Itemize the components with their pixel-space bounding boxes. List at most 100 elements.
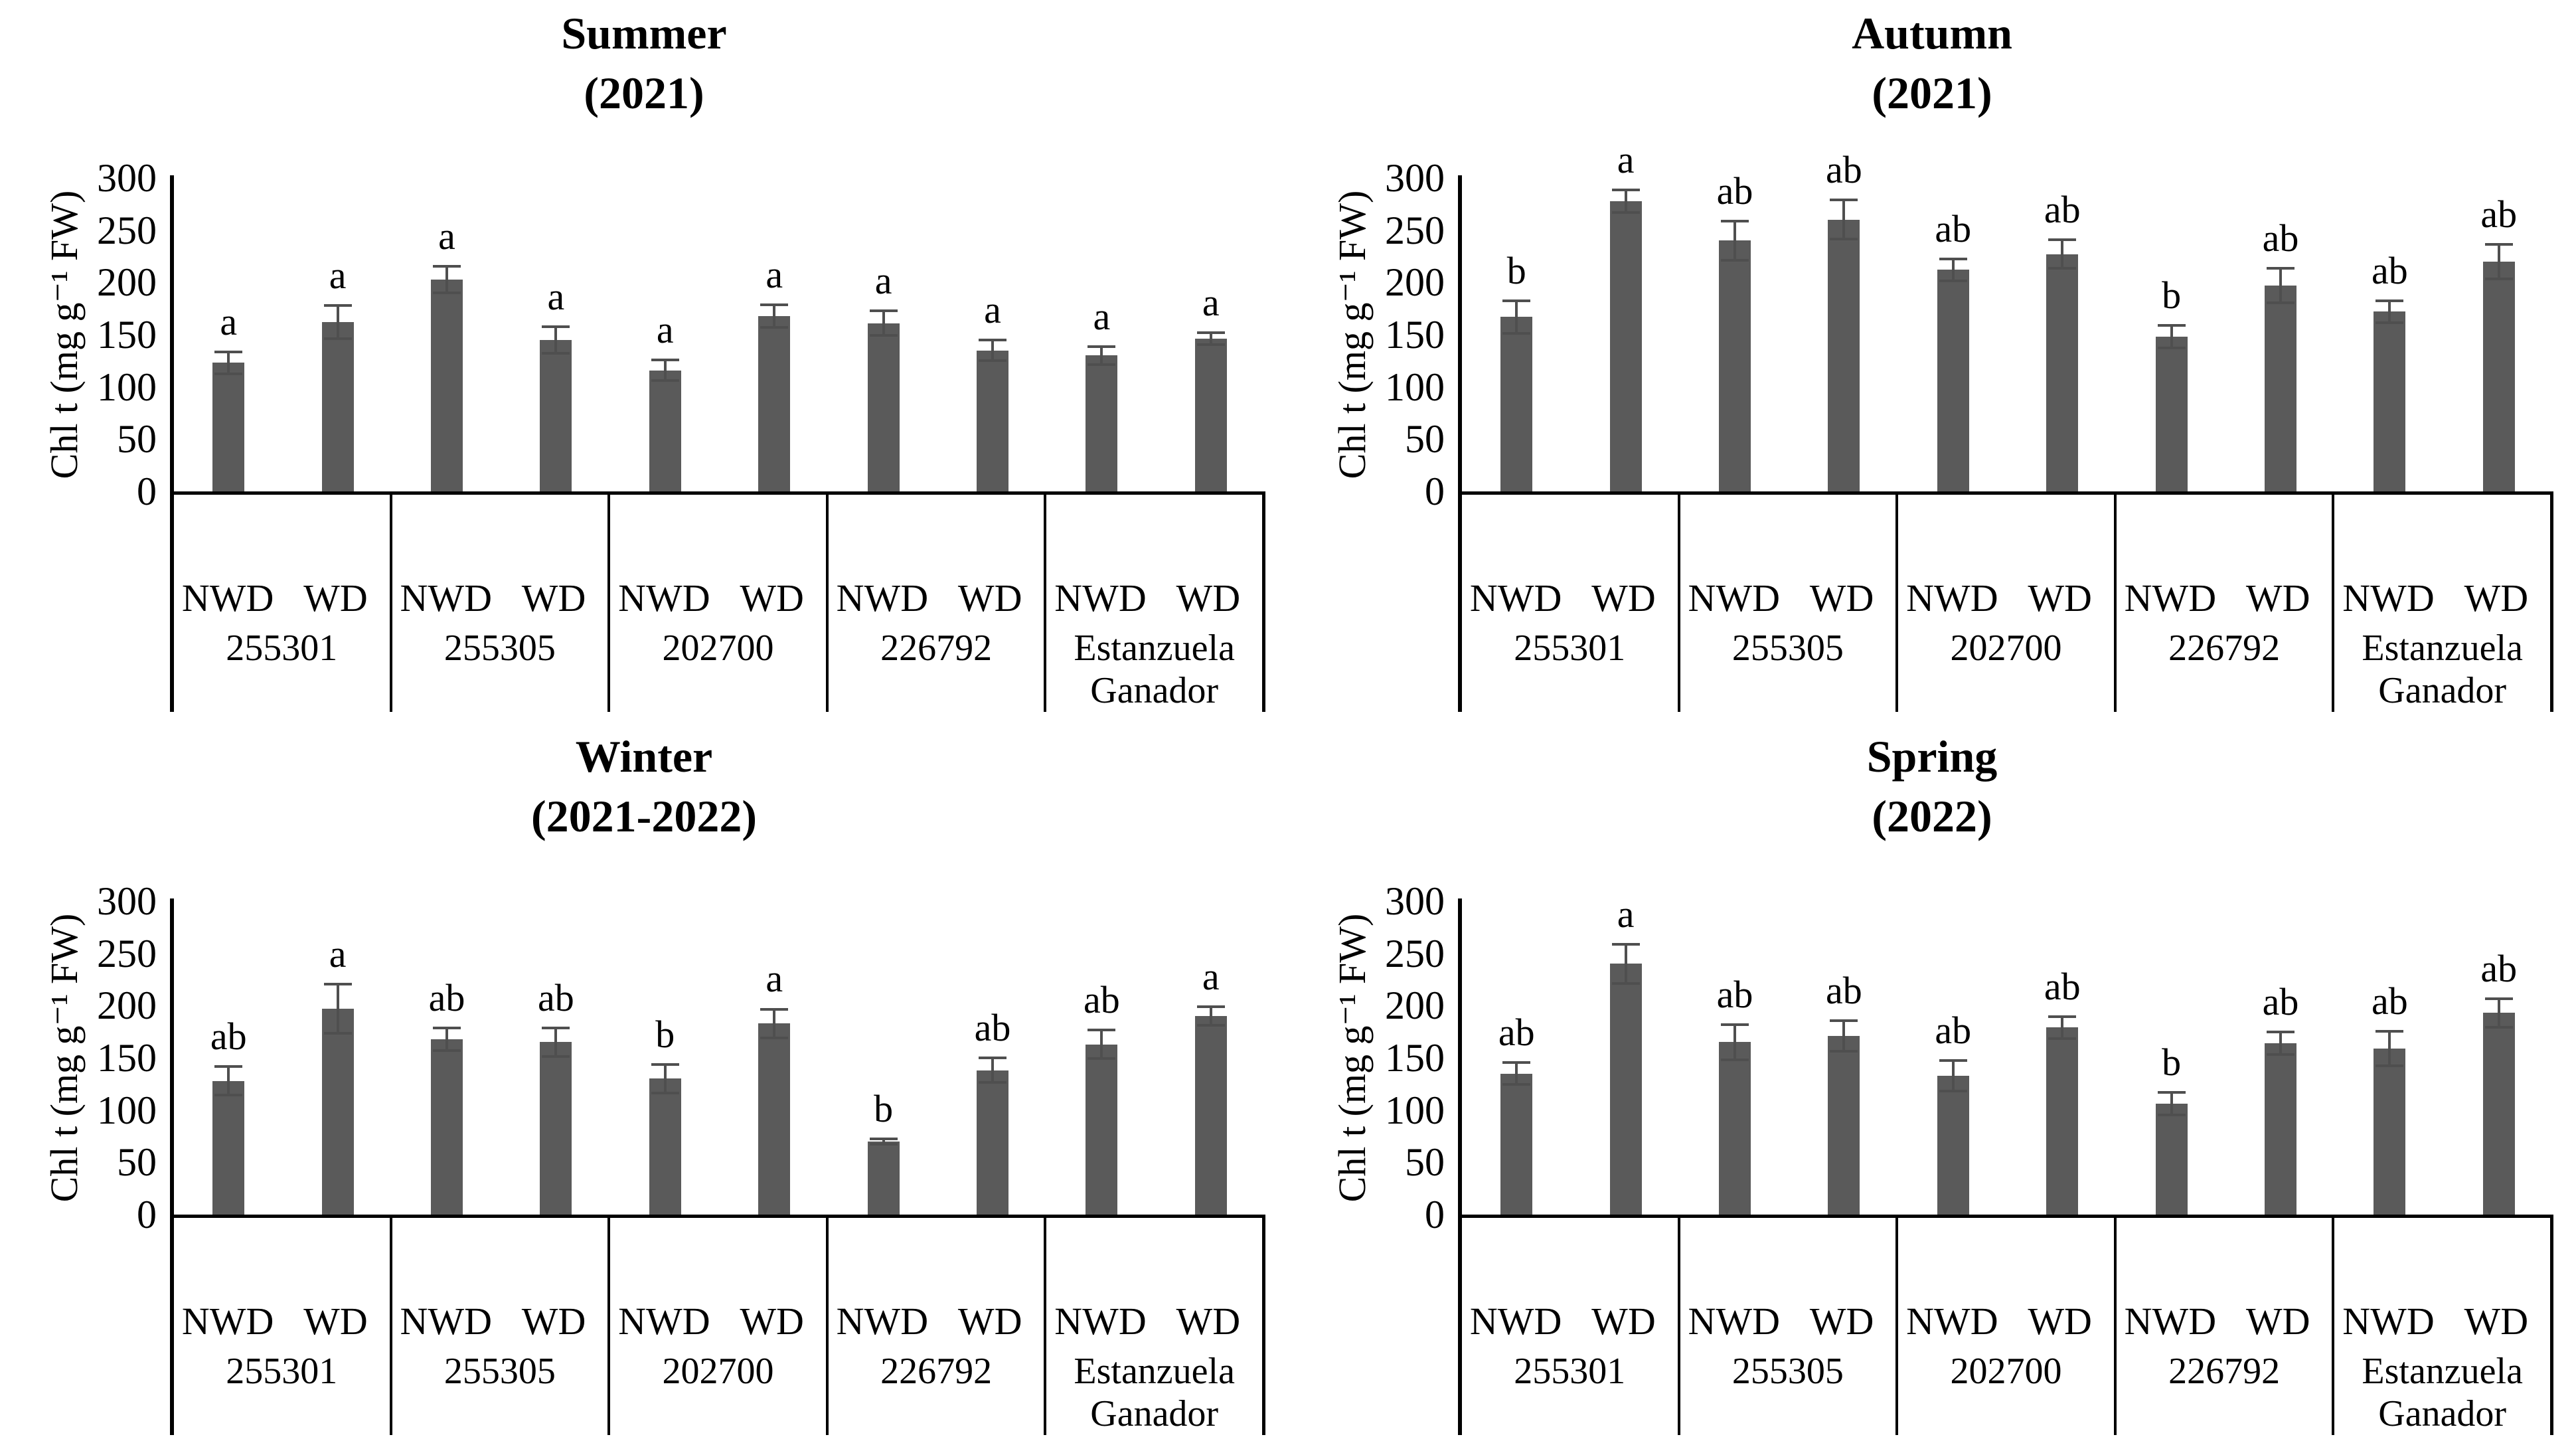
error-bar-cap-bottom — [323, 1032, 352, 1035]
bar-nwd-estanzuela-ganador — [2374, 311, 2406, 491]
label-group-202700: NWD WD 202700 — [610, 495, 829, 712]
y-tick-label: 150 — [1385, 313, 1445, 357]
genotype-label: 226792 — [2168, 1351, 2281, 1392]
error-bar-whisker — [1733, 219, 1736, 262]
treatment-label-nwd: NWD — [618, 1300, 710, 1343]
error-bar — [2484, 997, 2513, 1029]
error-bar-cap-bottom — [1087, 363, 1116, 367]
error-bar-cap-top — [1611, 188, 1640, 191]
error-bar-cap-bottom — [433, 291, 461, 294]
significance-letter: ab — [210, 1015, 247, 1059]
bar-slot-wd: ab — [938, 901, 1047, 1215]
label-group-255305: NWD WD 255305 — [392, 495, 611, 712]
bar-slot-wd: ab — [501, 901, 610, 1215]
error-bar-cap-top — [2157, 324, 2186, 327]
bar-wd-226792 — [977, 350, 1008, 491]
label-group-255301: NWD WD 255301 — [1462, 1218, 1680, 1435]
error-bar — [433, 1026, 461, 1052]
error-bar — [214, 350, 243, 376]
error-bar-cap-bottom — [1502, 332, 1531, 335]
x-label-table: NWD WD 255301 NWD WD 255305 NWD WD 202700 NWD WD 22… — [1462, 495, 2553, 712]
error-bar — [651, 1063, 679, 1095]
bar-nwd-226792 — [2155, 1104, 2188, 1215]
label-group-255305: NWD WD 255305 — [392, 1218, 611, 1435]
bar-group-255305: ab ab — [392, 901, 611, 1215]
error-bar-whisker — [2170, 324, 2173, 350]
error-bar-cap-bottom — [1196, 343, 1225, 347]
genotype-label: 255301 — [1514, 628, 1626, 669]
bar-slot-nwd: ab — [1680, 171, 1789, 491]
error-bar-cap-bottom — [651, 379, 679, 382]
error-bar-whisker — [1842, 1019, 1846, 1053]
label-group-226792: NWD WD 226792 — [2117, 495, 2335, 712]
significance-letter: ab — [2044, 188, 2081, 232]
significance-letter: ab — [2372, 979, 2408, 1023]
error-bar — [1196, 1005, 1225, 1027]
bar-wd-255301 — [1609, 964, 1642, 1215]
treatment-row: NWD WD — [392, 495, 608, 627]
x-axis-line — [170, 491, 1265, 495]
bar-slot-nwd: ab — [2335, 901, 2444, 1215]
error-bar-cap-bottom — [214, 373, 243, 376]
significance-letter: ab — [538, 976, 574, 1019]
panel-title-line2: (2021) — [584, 68, 704, 118]
treatment-label-wd: WD — [521, 1300, 586, 1343]
treatment-label-nwd: NWD — [1054, 576, 1147, 620]
error-bar — [1721, 1023, 1749, 1061]
x-axis-line — [1458, 491, 2553, 495]
error-bar-whisker — [1209, 1005, 1212, 1027]
significance-letter: ab — [1716, 973, 1753, 1017]
y-tick-label: 300 — [97, 156, 157, 200]
treatment-label-nwd: NWD — [181, 576, 274, 620]
bar-group-255305: ab ab — [1680, 151, 1899, 491]
error-bar-whisker — [2170, 1091, 2173, 1117]
bar-group-226792: b ab — [2117, 901, 2335, 1215]
genotype-row: 255305 — [1680, 1350, 1896, 1435]
y-tick-label: 300 — [1385, 156, 1445, 200]
error-bar-whisker — [773, 303, 776, 329]
bar-slot-nwd: a — [611, 178, 720, 491]
error-bar-cap-bottom — [2484, 1025, 2513, 1029]
genotype-row: 202700 — [610, 627, 826, 712]
bar-slot-nwd: ab — [1899, 178, 2008, 491]
bar-slot-wd: ab — [2008, 178, 2117, 491]
error-bar-cap-top — [760, 1007, 789, 1011]
error-bar-cap-top — [1502, 1061, 1531, 1064]
x-label-table: NWD WD 255301 NWD WD 255305 NWD WD 202700 NWD WD 22… — [174, 495, 1265, 712]
error-bar-whisker — [1100, 345, 1103, 367]
treatment-label-nwd: NWD — [1469, 576, 1562, 620]
bar-wd-202700 — [2046, 1027, 2079, 1215]
bar-nwd-255301 — [212, 1080, 245, 1215]
error-bar-whisker — [2061, 238, 2064, 270]
significance-letter: a — [1617, 892, 1635, 936]
significance-letter: ab — [1826, 148, 1862, 192]
treatment-label-nwd: NWD — [836, 576, 929, 620]
bar-nwd-255305 — [1719, 1042, 1751, 1215]
significance-letter: a — [984, 288, 1001, 332]
error-bar-cap-bottom — [1721, 1058, 1749, 1061]
error-bar-whisker — [445, 1026, 448, 1052]
error-bar-cap-top — [651, 1063, 679, 1066]
y-tick-label: 0 — [1425, 469, 1445, 513]
error-bar-whisker — [1624, 188, 1627, 214]
y-axis-line — [1458, 175, 1462, 712]
bar-slot-wd: a — [938, 178, 1047, 491]
genotype-row: 255301 — [174, 1350, 390, 1435]
treatment-row: NWD WD — [1680, 1218, 1896, 1350]
genotype-label: Estanzuela Ganador — [1074, 1351, 1235, 1434]
treatment-label-wd: WD — [957, 1300, 1022, 1343]
treatment-label-nwd: NWD — [1054, 1300, 1147, 1343]
error-bar-cap-bottom — [869, 1143, 898, 1146]
error-bar-cap-top — [651, 359, 679, 362]
error-bar — [2267, 266, 2294, 305]
error-bar-cap-bottom — [1830, 1050, 1858, 1053]
bar-wd-255305 — [1828, 219, 1860, 491]
error-bar-cap-top — [2048, 1015, 2077, 1018]
genotype-row: Estanzuela Ganador — [1046, 627, 1262, 712]
bar-nwd-226792 — [2155, 337, 2188, 491]
treatment-label-wd: WD — [2245, 1300, 2310, 1343]
genotype-label: 255305 — [443, 1351, 556, 1392]
